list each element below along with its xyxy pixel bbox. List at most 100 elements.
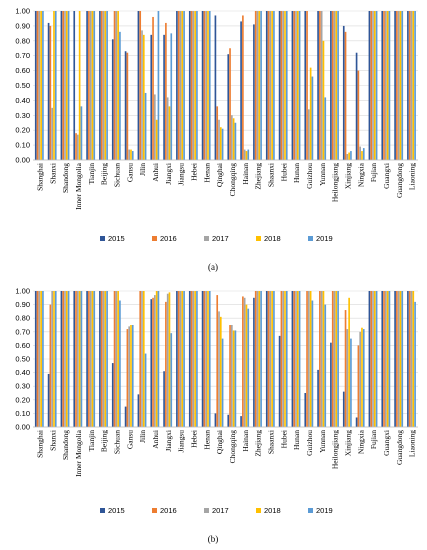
chart-panel-b: 0.00 0.10 0.20 0.30 0.40 0.50 0.60 0.70 0.80 0.90… (15, 287, 418, 544)
bar-2018-henan (207, 11, 209, 160)
bar-2018-chongqing (232, 330, 235, 427)
bar-2015-beijing (99, 291, 101, 427)
bar-2017-tianjin (89, 11, 92, 160)
bar-2017-guizhou (308, 109, 310, 160)
legend-entry: 2017 (212, 506, 229, 515)
bar-2019-guangdong (401, 291, 404, 427)
bar-2019-heilongjiang (337, 291, 339, 427)
bar-2015-shanxi (47, 373, 50, 427)
bar-2017-hunan (295, 11, 297, 160)
bar-2015-yunnan (317, 369, 319, 427)
bar-2019-gansu (131, 151, 134, 160)
bar-2016-jiangxi (165, 22, 167, 161)
x-category-label: Jiangxi (164, 163, 173, 185)
bar-2017-guangxi (385, 11, 387, 160)
bar-2017-guangdong (397, 11, 400, 160)
bar-2019-shandong (67, 11, 70, 160)
bar-2015-guangxi (381, 11, 384, 160)
bar-2018-jiangxi (168, 292, 171, 427)
y-tick-label: 0.80 (15, 36, 30, 45)
bar-2017-hubei (282, 291, 284, 427)
x-category-label: Shandong (61, 430, 70, 460)
bar-2018-hainan (245, 304, 248, 427)
bar-2018-guangxi (386, 11, 389, 160)
bar-2015-shaanxi (265, 291, 268, 427)
bar-2018-fujian (373, 291, 376, 427)
bar-2015-fujian (368, 11, 371, 160)
bar-2015-xinjiang (342, 391, 345, 427)
x-category-label: Guangdong (395, 430, 404, 465)
x-category-label: Ningxia (356, 162, 365, 187)
bar-2017-anhui (154, 295, 156, 427)
bar-2018-henan (207, 291, 209, 427)
bar-2015-henan (201, 291, 204, 427)
bar-2017-sichuan (115, 11, 118, 160)
bar-2017-qinghai (218, 119, 220, 160)
bar-2016-liaoning (408, 291, 411, 427)
bar-2019-yunnan (324, 97, 327, 160)
bar-2019-hainan (247, 308, 250, 427)
bar-2015-guangdong (394, 291, 396, 427)
bar-2017-xinjiang (346, 329, 349, 427)
bar-2015-beijing (99, 11, 101, 160)
bar-2019-shanghai (42, 291, 44, 427)
bar-2017-jilin (141, 30, 143, 161)
bar-2018-shanghai (40, 291, 42, 427)
bar-2017-inner-mongolia (77, 134, 79, 160)
x-category-label: Hebei (189, 163, 198, 181)
bar-2017-hebei (192, 11, 195, 160)
bar-2015-guizhou (304, 393, 307, 427)
bar-2016-yunnan (319, 291, 321, 427)
bar-2017-henan (205, 11, 207, 160)
bar-2017-xinjiang (346, 154, 349, 160)
bar-2018-beijing (104, 291, 107, 427)
bar-2016-henan (203, 11, 206, 160)
bar-2017-jiangxi (166, 293, 169, 427)
bar-2017-shaanxi (269, 291, 272, 427)
bar-2015-shanxi (47, 22, 50, 161)
bar-2016-beijing (100, 291, 103, 427)
bar-2016-guizhou (306, 291, 308, 427)
x-category-label: Shanxi (48, 163, 57, 184)
bar-2015-fujian (368, 291, 371, 427)
x-category-label: Qinghai (215, 163, 224, 187)
bar-2015-shanghai (34, 11, 37, 160)
bar-2016-hebei (190, 11, 193, 160)
legend-swatch (100, 236, 105, 241)
bar-2018-shaanxi (271, 291, 273, 427)
x-category-label: Yunnan (318, 430, 327, 453)
legend-swatch (204, 236, 209, 241)
bar-2019-hubei (285, 291, 288, 427)
bar-2019-shanxi (54, 11, 57, 160)
bar-2018-hebei (194, 291, 196, 427)
bar-2019-jiangsu (183, 11, 185, 160)
y-tick-label: 1.00 (15, 7, 30, 16)
bar-2017-shanghai (38, 11, 41, 160)
bar-2017-gansu (128, 326, 130, 427)
bar-2017-zhejiang (256, 11, 259, 160)
x-category-label: Shanghai (35, 430, 44, 458)
bar-2016-jiangsu (177, 11, 180, 160)
panel-label: (b) (208, 534, 219, 544)
bar-2015-heilongjiang (330, 342, 332, 427)
bar-2019-tianjin (93, 11, 96, 160)
bar-2017-jiangxi (166, 97, 169, 160)
bar-2017-liaoning (410, 11, 413, 160)
bar-2017-hunan (295, 291, 297, 427)
bar-2019-shaanxi (273, 291, 275, 427)
x-category-label: Sichuan (112, 163, 121, 187)
legend-entry: 2018 (264, 234, 281, 243)
bar-2017-jilin (141, 291, 143, 427)
bar-2017-jiangsu (179, 11, 182, 160)
bar-2019-jiangsu (183, 291, 185, 427)
bar-2019-heilongjiang (337, 11, 339, 160)
bar-2018-qinghai (219, 127, 222, 160)
x-category-label: Heilongjiang (331, 430, 340, 469)
chart-panel-a: 0.00 0.10 0.20 0.30 0.40 0.50 0.60 0.70 0.80 0.90… (15, 7, 418, 272)
bar-2019-yunnan (324, 304, 327, 427)
x-category-label: Hubei (279, 430, 288, 448)
bar-2016-hainan (242, 15, 244, 160)
bar-2016-guangdong (396, 11, 398, 160)
bar-2015-jiangxi (163, 371, 165, 427)
